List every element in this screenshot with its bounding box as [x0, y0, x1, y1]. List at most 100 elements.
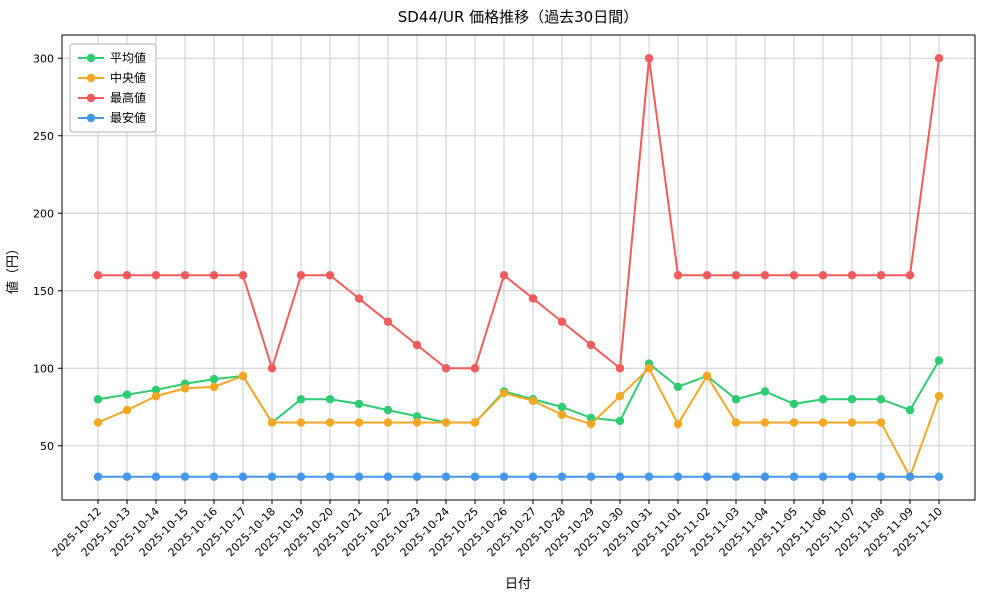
chart-title: SD44/UR 価格推移（過去30日間）	[398, 8, 638, 26]
plot-area	[62, 35, 975, 500]
data-point-max	[209, 271, 219, 280]
legend-marker-median	[86, 73, 96, 83]
data-point-average	[847, 395, 857, 404]
series-min	[93, 472, 944, 481]
data-point-min	[615, 472, 625, 481]
series-median	[93, 364, 944, 481]
y-tick-label: 100	[33, 362, 54, 375]
data-point-min	[238, 472, 248, 481]
data-point-min	[760, 472, 770, 481]
data-point-median	[383, 418, 393, 427]
data-point-median	[673, 419, 683, 429]
y-tick-label: 150	[33, 285, 54, 298]
legend-box	[69, 43, 157, 133]
series-line-median	[97, 367, 940, 478]
data-point-average	[731, 395, 741, 404]
y-tick-label: 300	[33, 52, 54, 65]
data-point-median	[789, 418, 799, 427]
data-point-median	[122, 405, 132, 415]
data-point-min	[470, 472, 480, 481]
data-point-median	[93, 418, 103, 427]
data-point-min	[441, 472, 451, 481]
y-tick-label: 250	[33, 130, 54, 143]
data-point-median	[296, 418, 306, 427]
background-layer	[62, 35, 975, 500]
y-tick-label: 50	[40, 440, 54, 453]
data-point-min	[557, 472, 567, 481]
data-point-min	[383, 472, 393, 481]
data-point-min	[354, 472, 364, 481]
data-point-average	[818, 395, 828, 404]
data-point-min	[209, 472, 219, 481]
y-axis-label: 値（円）	[5, 242, 21, 294]
data-point-min	[673, 472, 683, 481]
data-point-average	[209, 374, 219, 384]
data-point-max	[876, 271, 886, 280]
data-point-max	[122, 271, 132, 280]
data-point-min	[905, 472, 915, 481]
data-point-max	[267, 364, 277, 373]
data-point-median	[557, 410, 567, 419]
data-point-min	[789, 472, 799, 481]
data-point-average	[412, 412, 422, 421]
data-point-median	[325, 418, 335, 427]
data-point-median	[209, 382, 219, 392]
data-point-average	[934, 356, 944, 365]
data-point-average	[615, 416, 625, 426]
data-point-max	[818, 271, 828, 280]
legend-label-median: 中央値	[110, 70, 146, 85]
data-point-median	[354, 418, 364, 427]
data-point-min	[847, 472, 857, 481]
data-point-max	[528, 294, 538, 303]
data-point-min	[151, 472, 161, 481]
data-point-max	[151, 271, 161, 280]
data-point-min	[296, 472, 306, 481]
data-point-median	[847, 418, 857, 427]
data-point-min	[702, 472, 712, 481]
x-axis-label: 日付	[505, 577, 531, 592]
data-point-max	[934, 54, 944, 63]
data-point-median	[586, 419, 596, 429]
data-point-min	[876, 472, 886, 481]
legend-marker-max	[86, 93, 96, 103]
data-point-max	[557, 317, 567, 326]
axes-frame	[61, 34, 976, 501]
data-point-max	[296, 271, 306, 280]
data-point-median	[180, 384, 190, 393]
data-point-average	[93, 395, 103, 404]
data-point-average	[905, 405, 915, 415]
data-point-median	[441, 418, 451, 427]
data-point-min	[586, 472, 596, 481]
data-point-median	[412, 418, 422, 427]
data-point-average	[122, 390, 132, 399]
data-point-min	[267, 472, 277, 481]
data-point-min	[325, 472, 335, 481]
legend-marker-min	[86, 113, 96, 123]
data-point-min	[731, 472, 741, 481]
data-point-min	[93, 472, 103, 481]
data-point-max	[702, 271, 712, 280]
data-point-max	[180, 271, 190, 280]
data-point-median	[760, 418, 770, 427]
data-point-min	[180, 472, 190, 481]
data-point-median	[876, 418, 886, 427]
data-point-max	[644, 54, 654, 63]
data-point-min	[644, 472, 654, 481]
data-point-max	[383, 317, 393, 326]
series-line-max	[98, 57, 940, 370]
data-point-max	[731, 271, 741, 280]
legend-label-min: 最安値	[110, 110, 146, 125]
data-point-median	[499, 388, 509, 398]
data-point-max	[93, 271, 103, 280]
data-point-max	[847, 271, 857, 280]
data-point-median	[818, 418, 828, 427]
data-point-min	[934, 472, 944, 481]
data-point-min	[528, 472, 538, 481]
data-point-median	[267, 418, 277, 427]
data-point-median	[528, 396, 538, 405]
data-point-min	[122, 472, 132, 481]
data-point-average	[876, 395, 886, 404]
